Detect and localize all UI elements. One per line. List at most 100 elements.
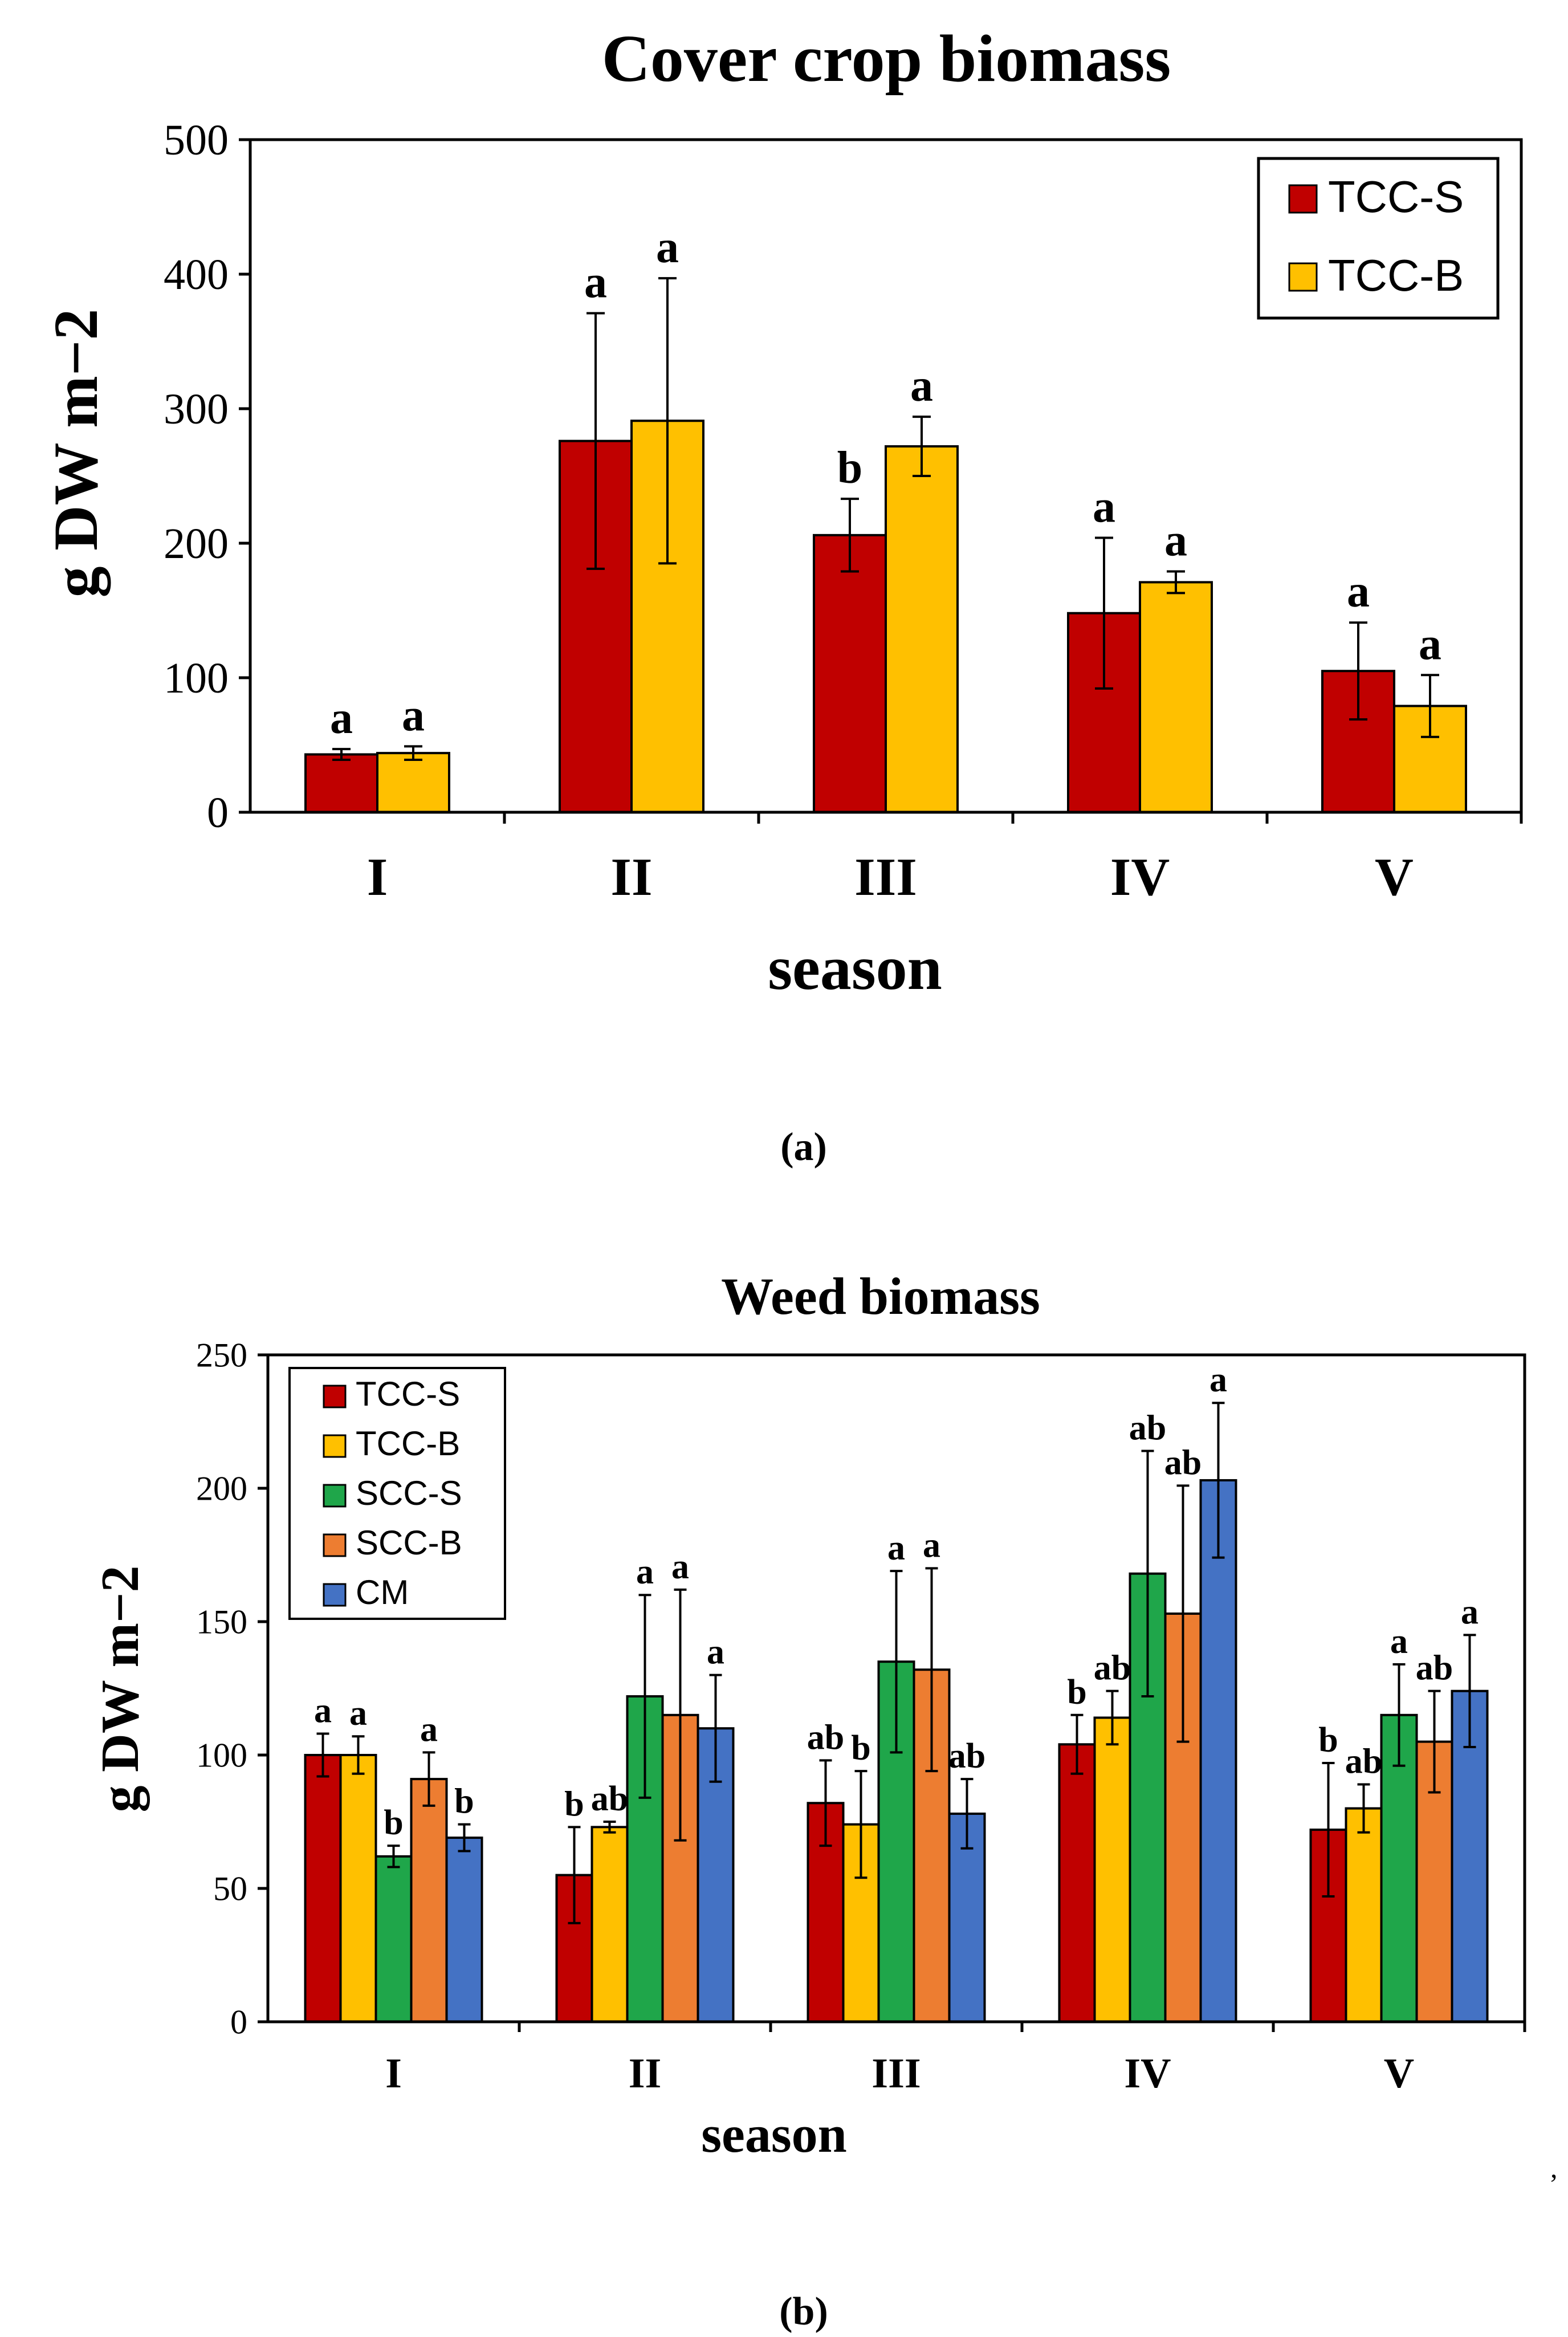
chart-a-error-bars <box>332 277 1439 761</box>
y-tick-label: 300 <box>164 385 229 433</box>
significance-letter-tcc-s-iv: b <box>1067 1673 1086 1712</box>
significance-letter-tcc-b-i: a <box>402 690 425 740</box>
significance-letter-tcc-b-iii: a <box>910 361 933 411</box>
significance-letter-cm-v: a <box>1461 1593 1479 1631</box>
significance-letter-scc-b-i: a <box>420 1710 438 1749</box>
bar-cm-i <box>445 1837 483 2023</box>
significance-letter-tcc-s-v: a <box>1347 567 1370 617</box>
bar-tcc-b-iv <box>1093 1716 1131 2023</box>
chart-b-ylabel: g DW m−2 <box>91 1565 150 1812</box>
chart-a-title: Cover crop biomass <box>602 21 1171 96</box>
bar-tcc-s-i <box>304 753 378 814</box>
chart-a-x-axis-ticks: I II III IV V <box>367 812 1523 907</box>
panel-b-caption: (b) <box>779 2290 828 2334</box>
significance-letter-scc-s-ii: a <box>636 1553 654 1591</box>
significance-letter-scc-s-v: a <box>1390 1622 1408 1661</box>
y-tick-label: 500 <box>164 116 229 164</box>
chart-a-y-axis-ticks: 0 100 200 300 400 500 <box>164 116 250 837</box>
legend-swatch-tcc-b <box>323 1434 347 1458</box>
legend-label-tcc-s: TCC-S <box>1328 172 1464 222</box>
significance-letter-tcc-s-i: a <box>330 693 353 743</box>
y-tick-label: 0 <box>230 2003 247 2041</box>
legend-swatch-tcc-s <box>1288 184 1318 214</box>
y-tick-label: 200 <box>164 520 229 568</box>
chart-b-error-bars <box>316 1402 1476 1924</box>
x-tick-label-iii: III <box>871 2050 921 2097</box>
bar-cm-iv <box>1199 1479 1237 2023</box>
y-tick-label: 250 <box>196 1336 247 1374</box>
x-tick-label-v: V <box>1375 848 1414 907</box>
significance-letter-scc-b-ii: a <box>671 1548 689 1586</box>
significance-letter-scc-b-v: ab <box>1416 1649 1453 1688</box>
x-tick-label-i: I <box>367 848 388 907</box>
significance-letter-scc-s-iv: ab <box>1129 1408 1166 1447</box>
bar-tcc-b-i <box>339 1754 377 2023</box>
panel-a-caption: (a) <box>780 1125 827 1169</box>
y-tick-label: 150 <box>196 1603 247 1640</box>
x-tick-label-iv: IV <box>1110 848 1170 907</box>
y-tick-label: 50 <box>213 1870 247 1907</box>
significance-letter-tcc-b-iv: a <box>1164 516 1187 566</box>
bar-tcc-b-i <box>376 752 450 814</box>
significance-letter-tcc-s-i: a <box>314 1692 332 1731</box>
y-tick-label: 400 <box>164 251 229 299</box>
x-tick-label-ii: II <box>610 848 652 907</box>
significance-letter-cm-iii: ab <box>948 1737 985 1776</box>
legend-swatch-scc-s <box>323 1484 347 1508</box>
weed-biomass-chart: Weed biomass g DW m−2 season 0 50 100 150 20… <box>91 1267 1558 2334</box>
significance-letter-tcc-b-iv: ab <box>1094 1649 1131 1688</box>
x-tick-label-i: I <box>385 2050 402 2097</box>
chart-b-x-axis-ticks: I II III IV V <box>385 2022 1526 2097</box>
significance-letter-tcc-s-iii: b <box>837 443 863 493</box>
legend-label-tcc-s: TCC-S <box>356 1375 460 1413</box>
x-tick-label-v: V <box>1384 2050 1414 2097</box>
x-tick-label-iii: III <box>854 848 917 907</box>
bar-tcc-b-v <box>1345 1807 1383 2023</box>
chart-b-plot-frame <box>266 1353 1526 2023</box>
legend-swatch-tcc-s <box>323 1385 347 1408</box>
significance-letter-scc-s-i: b <box>384 1803 403 1842</box>
chart-a-bars <box>304 420 1467 814</box>
y-tick-label: 200 <box>196 1469 247 1507</box>
legend-label-tcc-b: TCC-B <box>356 1424 460 1463</box>
chart-b-xlabel: season <box>701 2105 847 2163</box>
significance-letter-scc-b-iii: a <box>923 1526 940 1565</box>
significance-letter-tcc-b-i: a <box>349 1694 367 1733</box>
legend-label-scc-b: SCC-B <box>356 1524 462 1562</box>
bar-tcc-b-iii <box>885 445 959 813</box>
bar-tcc-s-iv <box>1058 1743 1096 2023</box>
significance-letter-cm-iv: a <box>1209 1361 1227 1399</box>
significance-letter-tcc-s-iv: a <box>1093 482 1115 532</box>
significance-letter-tcc-s-v: b <box>1318 1721 1338 1760</box>
significance-letter-cm-i: b <box>454 1782 474 1821</box>
significance-letter-tcc-s-ii: b <box>564 1785 584 1823</box>
chart-b-title: Weed biomass <box>721 1267 1040 1325</box>
significance-letter-tcc-b-ii: a <box>656 222 679 272</box>
bar-scc-s-i <box>374 1855 413 2023</box>
chart-a-ylabel: g DW m−2 <box>41 309 111 598</box>
bar-tcc-s-i <box>304 1754 342 2023</box>
legend-swatch-cm <box>323 1583 347 1607</box>
bar-scc-b-i <box>410 1778 448 2023</box>
chart-a-xlabel: season <box>768 933 942 1003</box>
legend-swatch-scc-b <box>323 1533 347 1557</box>
significance-letter-scc-b-iv: ab <box>1164 1443 1202 1482</box>
significance-letter-tcc-b-v: ab <box>1345 1742 1382 1781</box>
stray-mark: , <box>1550 2152 1558 2184</box>
x-tick-label-iv: IV <box>1124 2050 1171 2097</box>
significance-letter-cm-ii: a <box>707 1633 724 1672</box>
legend-label-tcc-b: TCC-B <box>1328 250 1464 300</box>
bar-tcc-b-iv <box>1139 581 1213 813</box>
chart-b-legend: TCC-S TCC-B SCC-S SCC-B CM <box>288 1367 506 1620</box>
significance-letter-tcc-b-v: a <box>1419 619 1441 669</box>
significance-letter-tcc-b-iii: b <box>851 1729 870 1768</box>
cover-crop-biomass-chart: Cover crop biomass g DW m−2 season 0 100 2… <box>41 21 1523 1169</box>
chart-a-plot-frame <box>249 138 1523 814</box>
y-tick-label: 100 <box>164 654 229 702</box>
bar-tcc-b-ii <box>590 1826 629 2023</box>
bar-tcc-s-iii <box>813 534 887 814</box>
significance-letter-scc-s-iii: a <box>887 1529 905 1567</box>
